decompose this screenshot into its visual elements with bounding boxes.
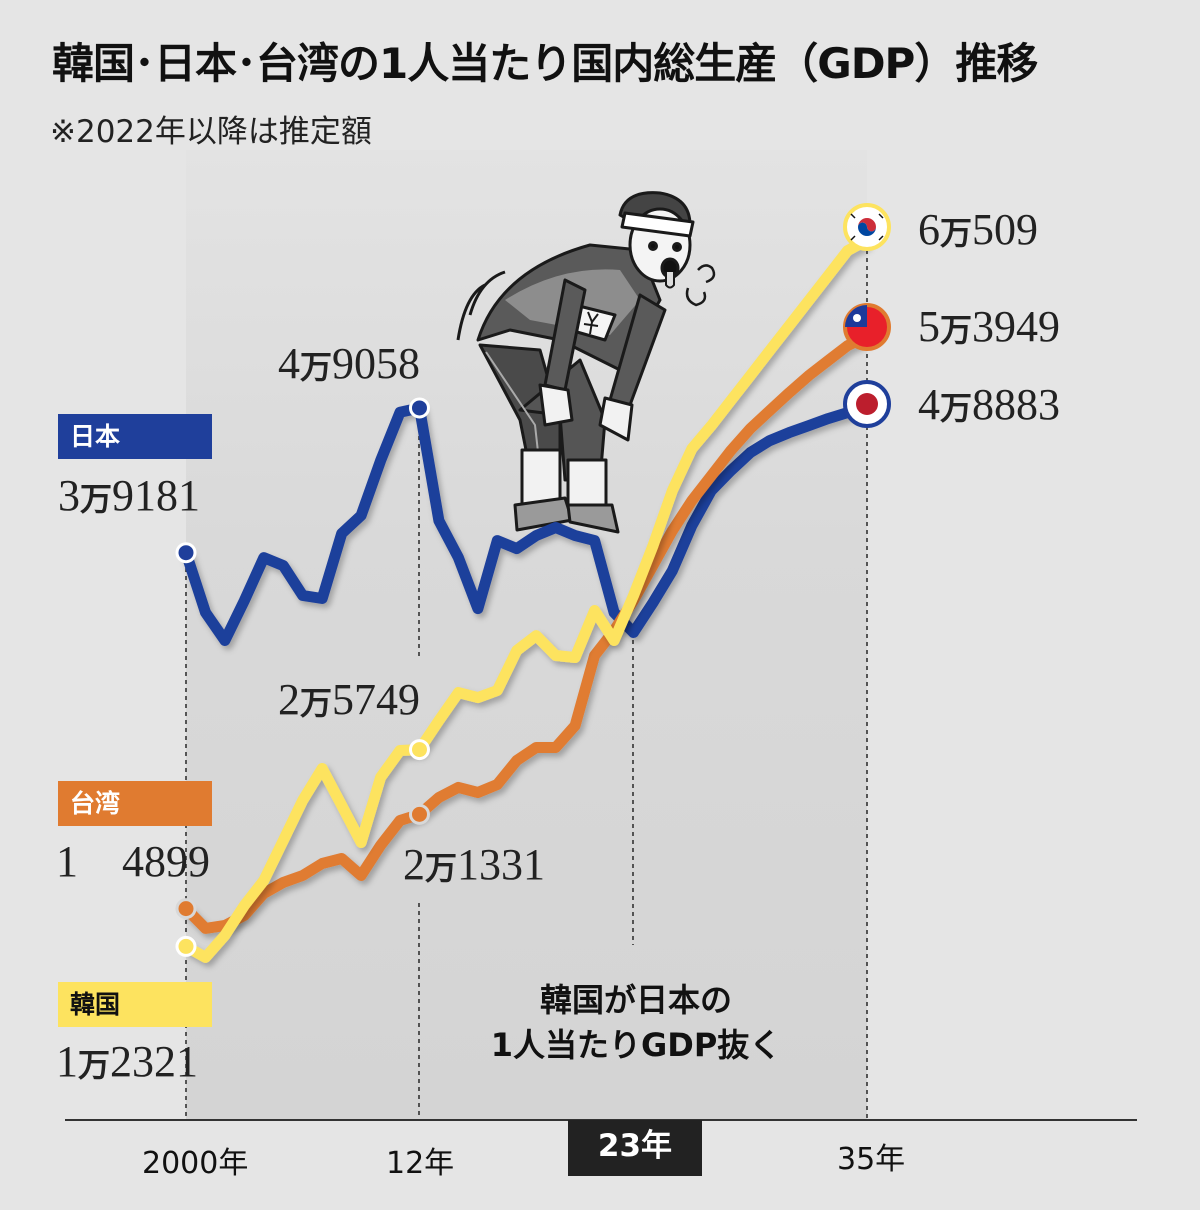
chart-title: 韓国･日本･台湾の1人当たり国内総生産（GDP）推移 xyxy=(52,39,1038,88)
marker-korea-2012 xyxy=(408,739,430,761)
korea-2035-label: 6万509 xyxy=(918,205,1039,254)
legend-taiwan: 台湾 xyxy=(58,781,212,826)
japan-flag-icon xyxy=(843,380,891,428)
markers-layer xyxy=(175,397,430,957)
chart-subtitle: ※2022年以降は推定額 xyxy=(50,114,372,150)
series-line-korea xyxy=(183,235,870,963)
marker-japan-2000 xyxy=(175,542,197,564)
legend-korea: 韓国 xyxy=(58,982,212,1027)
taiwan-flag-icon xyxy=(843,303,891,351)
taiwan-2035-label: 5万3949 xyxy=(918,302,1061,351)
japan-2012-label: 4万9058 xyxy=(278,339,421,388)
x-tick-2000: 2000年 xyxy=(142,1146,249,1181)
korea-flag-icon xyxy=(843,203,891,251)
marker-japan-2012 xyxy=(408,397,430,419)
x-tick-2023: 23年 xyxy=(568,1120,702,1176)
marker-taiwan-2012 xyxy=(408,803,430,825)
tired-runner-illustration xyxy=(456,191,716,534)
x-tick-2035: 35年 xyxy=(837,1142,906,1177)
callout-text: 韓国が日本の 1人当たりGDP抜く xyxy=(436,978,836,1068)
callout-line-1: 韓国が日本の xyxy=(539,981,732,1019)
x-tick-2012: 12年 xyxy=(386,1146,455,1181)
korea-2012-label: 2万5749 xyxy=(278,675,421,724)
series-layer xyxy=(180,235,870,963)
legend-japan: 日本 xyxy=(58,414,212,459)
callout-line-2: 1人当たりGDP抜く xyxy=(490,1026,782,1064)
japan-start-value: 3万9181 xyxy=(58,471,201,520)
taiwan-start-value: 1 4899 xyxy=(56,837,210,886)
taiwan-2012-label: 2万1331 xyxy=(403,840,546,889)
marker-taiwan-2000 xyxy=(175,898,197,920)
korea-start-value: 1万2321 xyxy=(56,1037,199,1086)
japan-2035-label: 4万8883 xyxy=(918,380,1061,429)
marker-korea-2000 xyxy=(175,935,197,957)
series-line-taiwan xyxy=(182,331,870,934)
series-line-japan xyxy=(180,402,868,646)
